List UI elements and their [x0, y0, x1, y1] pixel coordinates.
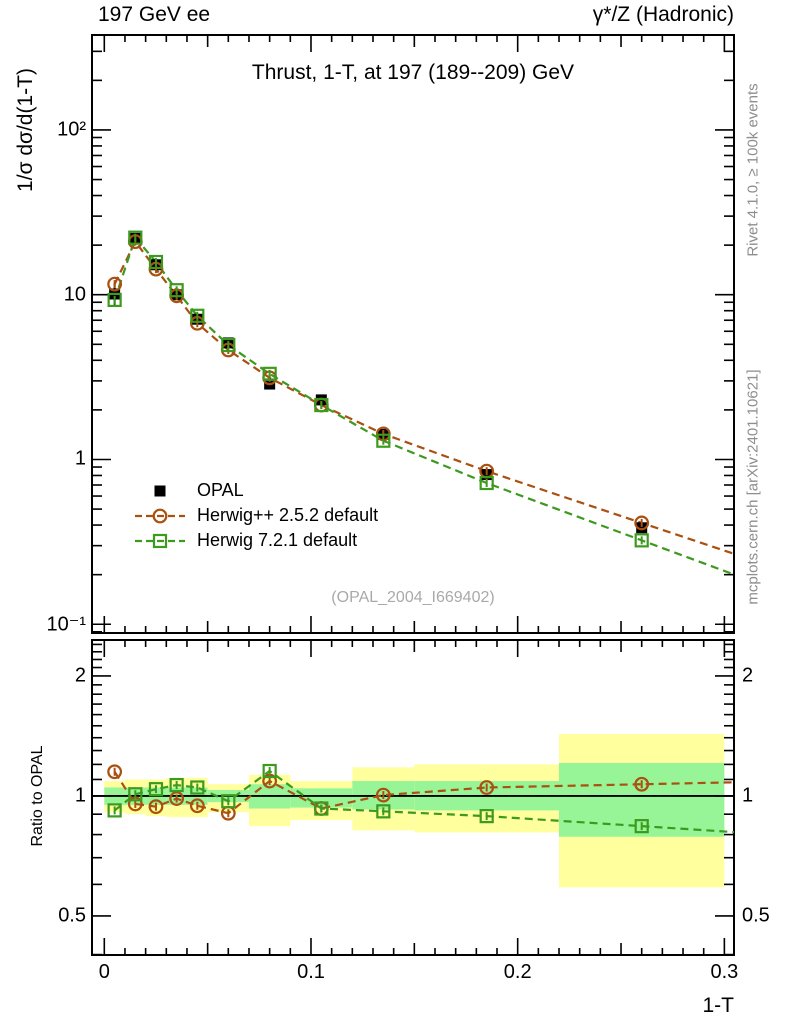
- legend-label: Herwig 7.2.1 default: [197, 530, 358, 550]
- process-header: γ*/Z (Hadronic): [592, 3, 734, 26]
- tick-label: 2: [74, 664, 86, 687]
- main-y-axis-label: 1/σ dσ/d(1-T): [14, 68, 37, 192]
- tick-label: 10: [63, 283, 86, 306]
- legend-label: Herwig++ 2.5.2 default: [197, 505, 379, 525]
- tick-label: 0: [98, 961, 110, 983]
- tick-label: 0.5: [58, 904, 86, 927]
- plot-title: Thrust, 1-T, at 197 (189--209) GeV: [251, 61, 575, 84]
- tick-label: 0.3: [710, 961, 739, 983]
- x-axis-label: 1-T: [702, 994, 735, 1017]
- opal-marker-icon: [154, 485, 166, 496]
- tick-label: 10⁻¹: [46, 613, 86, 636]
- mcplots-arxiv-note: mcplots.cern.ch [arXiv:2401.10621]: [744, 369, 762, 605]
- rivet-version-note: Rivet 4.1.0, ≥ 100k events: [744, 83, 762, 257]
- tick-label: 0.1: [297, 961, 325, 983]
- beam-energy-header: 197 GeV ee: [98, 3, 211, 26]
- legend-item-opal: OPAL: [133, 478, 378, 503]
- tick-label: 1: [74, 784, 86, 807]
- tick-label: 0.5: [742, 904, 770, 927]
- legend: OPAL Herwig++ 2.5.2 default Herwig 7.2.1…: [133, 478, 378, 553]
- tick-label: 1: [74, 447, 86, 470]
- legend-label: OPAL: [197, 480, 244, 500]
- analysis-watermark: (OPAL_2004_I669402): [331, 589, 495, 606]
- tick-label: 2: [742, 664, 754, 687]
- herwig7-marker-icon: [135, 533, 185, 548]
- ratio-y-axis-label: Ratio to OPAL: [29, 745, 46, 847]
- legend-item-herwigpp: Herwig++ 2.5.2 default: [133, 503, 378, 528]
- tick-label: 0.2: [503, 961, 532, 983]
- tick-label: 1: [742, 784, 754, 807]
- tick-label: 10²: [57, 118, 86, 141]
- herwigpp-marker-icon: [135, 508, 185, 523]
- legend-item-herwig7: Herwig 7.2.1 default: [133, 528, 378, 553]
